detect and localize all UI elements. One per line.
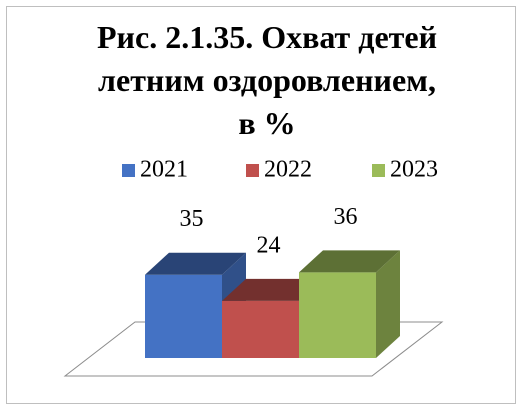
bar xyxy=(299,250,400,358)
bar-top xyxy=(222,278,323,301)
data-label: 24 xyxy=(257,232,281,258)
bar-front xyxy=(145,274,222,358)
legend-label: 2022 xyxy=(264,157,312,183)
chart-frame xyxy=(6,6,516,404)
bar-side xyxy=(376,250,400,358)
bar-front xyxy=(299,272,376,358)
bar-top xyxy=(145,252,246,275)
data-label: 36 xyxy=(334,204,358,230)
chart-title: Рис. 2.1.35. Охват детей летним оздоровл… xyxy=(97,19,452,141)
data-label: 35 xyxy=(180,206,204,232)
legend-swatch xyxy=(372,164,385,177)
bar-front xyxy=(222,300,299,358)
legend-swatch xyxy=(122,164,135,177)
legend-label: 2021 xyxy=(140,157,188,183)
legend-label: 2023 xyxy=(390,157,438,183)
legend-swatch xyxy=(246,164,259,177)
bar-top xyxy=(299,250,400,273)
